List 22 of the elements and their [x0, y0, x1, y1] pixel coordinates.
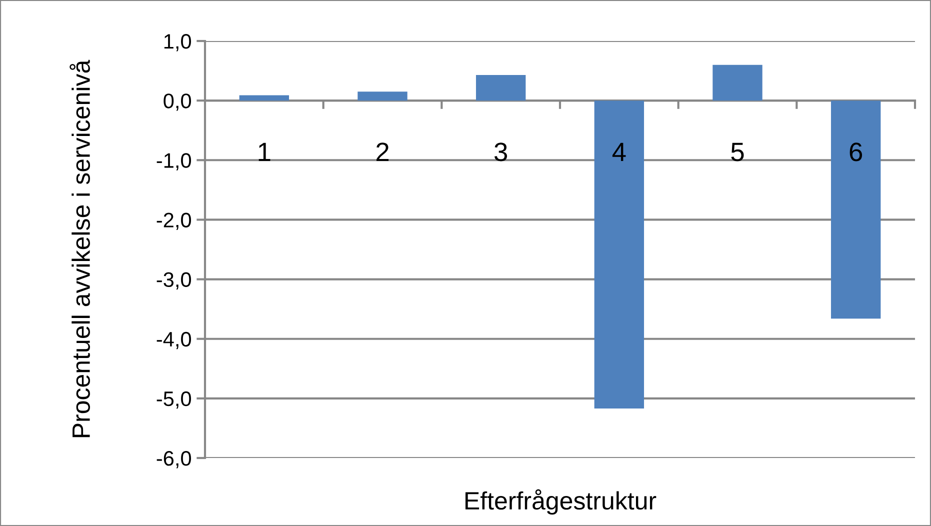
x-tick-label: 6 [850, 142, 862, 162]
y-axis-title: Procentuell avvikelse i servicenivå [70, 60, 90, 438]
x-tick-label: 1 [258, 142, 270, 162]
y-tick-label: -1,0 [156, 153, 191, 170]
x-axis-title: Efterfrågestruktur [465, 489, 656, 515]
bar [358, 92, 408, 101]
x-tick-label: 2 [376, 142, 389, 162]
bar [594, 100, 644, 409]
bar [239, 95, 290, 101]
bar [830, 100, 881, 319]
y-tick-label: -2,0 [156, 212, 191, 230]
x-tick-label: 4 [612, 142, 626, 162]
x-tick-label: 5 [731, 142, 744, 162]
y-tick-label: 0,0 [164, 94, 191, 111]
y-tick-label: -5,0 [156, 391, 191, 409]
bar [712, 64, 762, 101]
y-tick-label: 1,0 [164, 34, 191, 52]
bar [476, 74, 526, 101]
y-tick-label: -3,0 [156, 272, 191, 290]
x-tick-label: 3 [494, 142, 508, 162]
y-tick-label: -4,0 [156, 332, 191, 350]
y-tick-label: -6,0 [156, 451, 191, 468]
